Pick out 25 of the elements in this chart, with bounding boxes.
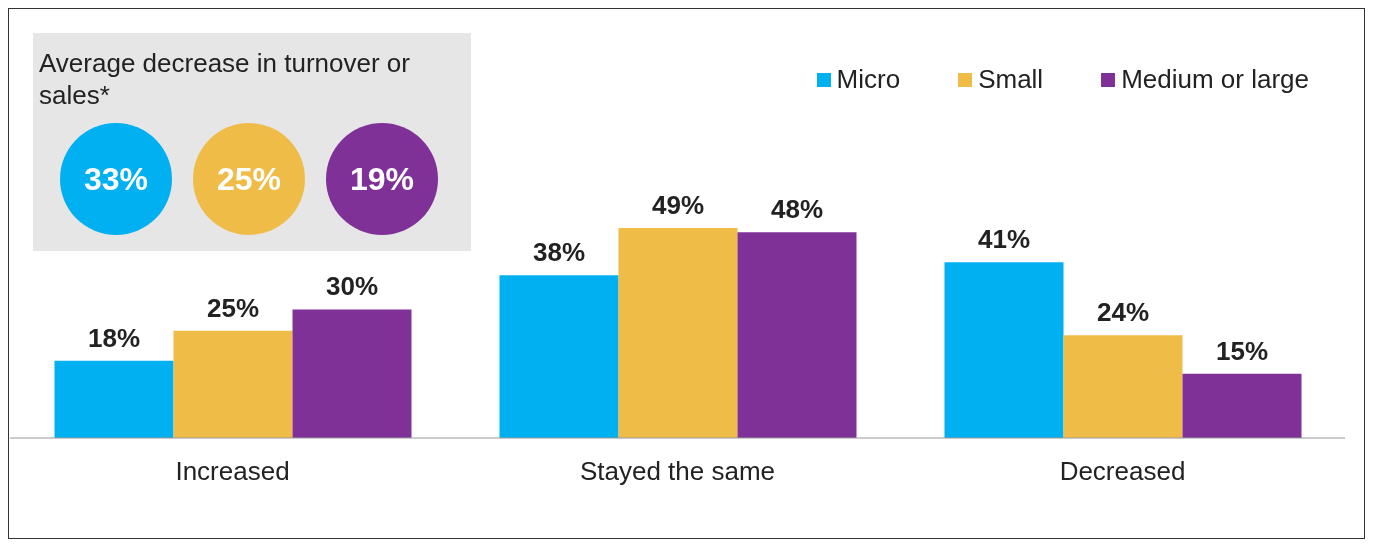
bar xyxy=(1182,373,1302,438)
bar xyxy=(54,360,174,438)
x-tick-label: Decreased xyxy=(1059,456,1186,487)
data-label: 38% xyxy=(532,237,586,268)
data-label: 48% xyxy=(770,194,824,225)
data-label: 25% xyxy=(206,292,260,323)
legend-label: Medium or large xyxy=(1121,64,1309,95)
bar xyxy=(944,262,1064,438)
x-tick-label: Increased xyxy=(175,456,290,487)
data-label: 30% xyxy=(325,271,379,302)
data-label: 24% xyxy=(1096,297,1150,328)
legend-label: Small xyxy=(978,64,1044,95)
bar xyxy=(173,330,293,438)
bar xyxy=(618,228,738,438)
data-label: 15% xyxy=(1215,335,1269,366)
bar xyxy=(292,309,412,438)
bar xyxy=(1063,335,1183,438)
bar xyxy=(499,275,619,438)
data-label: 18% xyxy=(87,322,141,353)
data-label: 41% xyxy=(977,224,1031,255)
x-tick-label: Stayed the same xyxy=(579,456,776,487)
legend-label: Micro xyxy=(836,64,901,95)
text: Average decrease in turnover or sales* xyxy=(38,47,411,111)
data-label: 49% xyxy=(651,190,705,220)
bar xyxy=(737,232,857,438)
